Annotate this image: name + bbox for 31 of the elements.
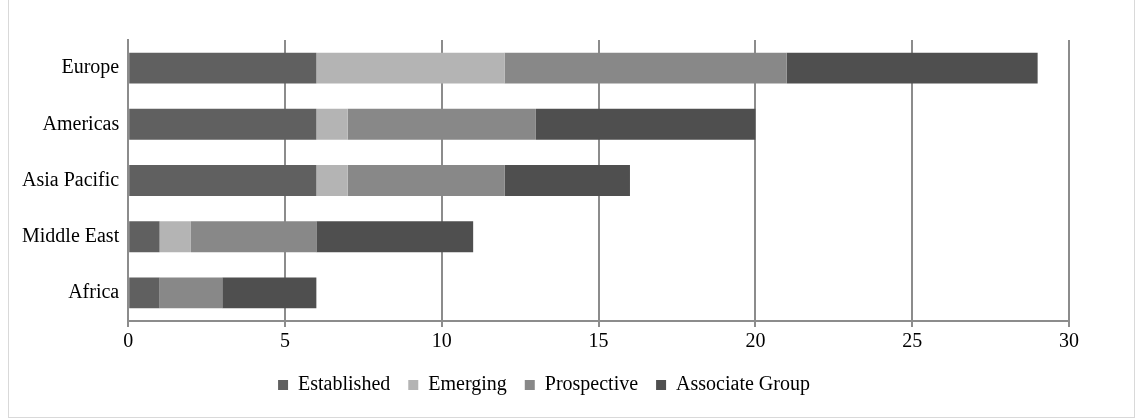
bar (129, 165, 317, 196)
y-tick-label: Middle East (21, 223, 120, 246)
bar (316, 108, 348, 140)
bar (129, 277, 160, 309)
y-tick-label: Americas (42, 111, 120, 134)
x-tick-label: 30 (1059, 329, 1079, 352)
bar (316, 165, 348, 196)
x-tick-label: 10 (431, 329, 452, 352)
y-tick-label: Europe (61, 55, 120, 79)
bar (159, 221, 191, 253)
bar (316, 52, 505, 84)
x-tick-label: 15 (588, 329, 609, 352)
x-tick-label: 25 (902, 329, 923, 352)
y-tick-label: Africa (68, 280, 120, 303)
bar (316, 221, 474, 253)
bar (159, 277, 223, 309)
legend-label: Emerging (428, 372, 507, 396)
legend-label: Associate Group (676, 372, 810, 396)
x-tick-label: 20 (745, 329, 766, 352)
bar (129, 108, 317, 140)
bar (504, 165, 630, 196)
legend-label: Prospective (544, 372, 639, 396)
bar (222, 277, 317, 309)
bar (535, 108, 756, 140)
y-tick-label: Asia Pacific (22, 167, 120, 190)
bar (129, 52, 317, 84)
x-tick-label: 0 (123, 329, 134, 352)
bar (129, 221, 160, 253)
legend-label: Established (298, 372, 391, 395)
x-tick-label: 5 (280, 329, 291, 352)
bar (786, 52, 1038, 84)
